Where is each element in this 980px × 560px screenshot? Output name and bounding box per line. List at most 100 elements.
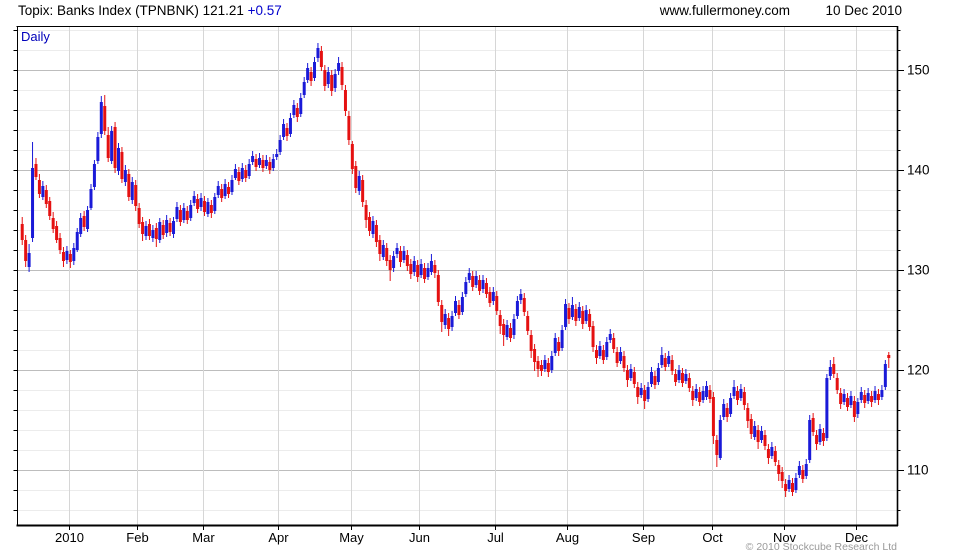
candle-up bbox=[564, 304, 568, 327]
candle-up bbox=[402, 251, 406, 260]
candle-down bbox=[832, 364, 836, 374]
candle-up bbox=[550, 356, 554, 370]
candle-up bbox=[656, 368, 660, 382]
x-tick-label: Aug bbox=[556, 530, 579, 545]
candle-up bbox=[429, 261, 433, 272]
candle-up bbox=[278, 140, 282, 152]
candle-down bbox=[409, 264, 413, 274]
candle-down bbox=[876, 394, 880, 400]
candle-up bbox=[392, 256, 396, 268]
candle-up bbox=[512, 319, 516, 335]
candle-down bbox=[791, 483, 794, 492]
candle-down bbox=[103, 106, 107, 131]
candle-down bbox=[588, 314, 592, 327]
candle-up bbox=[412, 261, 416, 272]
candle-down bbox=[742, 392, 746, 405]
candle-up bbox=[481, 280, 485, 289]
candle-down bbox=[852, 401, 856, 417]
candle-down bbox=[202, 201, 206, 212]
candle-down bbox=[309, 72, 313, 81]
candle-down bbox=[51, 218, 55, 229]
candles bbox=[20, 43, 891, 497]
candle-down bbox=[591, 326, 595, 347]
candle-down bbox=[48, 201, 52, 216]
candle-down bbox=[168, 223, 172, 232]
candle-down bbox=[347, 116, 351, 140]
candle-up bbox=[31, 168, 35, 238]
candle-down bbox=[821, 433, 825, 441]
candle-up bbox=[75, 232, 79, 250]
candle-up bbox=[760, 431, 764, 440]
candle-up bbox=[519, 294, 523, 300]
candle-down bbox=[361, 180, 365, 202]
candle-up bbox=[505, 325, 509, 337]
candle-up bbox=[825, 378, 829, 438]
candle-down bbox=[670, 360, 674, 371]
candle-down bbox=[756, 430, 760, 442]
candle-down bbox=[261, 160, 265, 168]
candle-up bbox=[856, 402, 860, 414]
website-label: www.fullermoney.com bbox=[659, 3, 790, 18]
candle-up bbox=[99, 102, 103, 134]
candle-up bbox=[794, 478, 798, 490]
y-tick-label: 150 bbox=[907, 63, 930, 78]
candle-down bbox=[343, 90, 347, 111]
candle-down bbox=[766, 449, 770, 458]
gridlines bbox=[17, 30, 897, 511]
candle-down bbox=[433, 265, 437, 273]
candle-up bbox=[381, 245, 385, 257]
candle-down bbox=[746, 408, 750, 421]
candle-down bbox=[354, 166, 358, 188]
candle-down bbox=[625, 370, 629, 380]
candle-down bbox=[725, 408, 729, 417]
candle-down bbox=[691, 391, 695, 400]
candle-up bbox=[619, 352, 623, 361]
candle-down bbox=[37, 180, 41, 194]
candle-down bbox=[526, 316, 530, 331]
instrument-name-and-price: Topix: Banks Index (TPNBNK) 121.21 bbox=[18, 3, 244, 18]
candle-down bbox=[698, 392, 702, 402]
candle-up bbox=[288, 118, 292, 134]
candle-up bbox=[883, 364, 887, 387]
candle-up bbox=[395, 248, 399, 254]
candle-down bbox=[811, 418, 815, 432]
candle-up bbox=[560, 330, 564, 348]
candle-down bbox=[61, 252, 65, 261]
candle-down bbox=[237, 172, 241, 181]
x-tick-label: Apr bbox=[268, 530, 289, 545]
candle-up bbox=[629, 369, 633, 378]
candle-up bbox=[701, 391, 705, 400]
candle-down bbox=[436, 275, 440, 302]
frequency-label: Daily bbox=[21, 29, 50, 44]
candle-up bbox=[732, 387, 736, 396]
candle-up bbox=[333, 74, 337, 88]
candle-up bbox=[797, 466, 801, 475]
candle-down bbox=[113, 127, 117, 168]
price-change: +0.57 bbox=[247, 3, 282, 18]
candle-up bbox=[849, 396, 853, 405]
candle-up bbox=[753, 426, 757, 437]
candle-down bbox=[680, 373, 684, 383]
y-tick-label: 140 bbox=[907, 163, 930, 178]
candle-up bbox=[859, 392, 863, 400]
candle-down bbox=[440, 305, 444, 322]
candle-up bbox=[570, 305, 574, 317]
candle-down bbox=[632, 372, 636, 384]
plot-frame bbox=[16, 26, 899, 527]
candle-up bbox=[316, 48, 320, 58]
candle-down bbox=[612, 338, 616, 349]
candle-down bbox=[388, 260, 392, 270]
candle-up bbox=[302, 82, 306, 95]
candle-down bbox=[643, 390, 647, 401]
candle-down bbox=[574, 309, 578, 321]
candle-down bbox=[715, 440, 719, 455]
candle-down bbox=[653, 376, 657, 385]
candle-down bbox=[457, 305, 461, 315]
candle-up bbox=[41, 186, 45, 197]
candle-down bbox=[137, 208, 141, 224]
candle-up bbox=[306, 68, 310, 80]
candle-up bbox=[460, 297, 464, 312]
candle-down bbox=[330, 75, 334, 91]
